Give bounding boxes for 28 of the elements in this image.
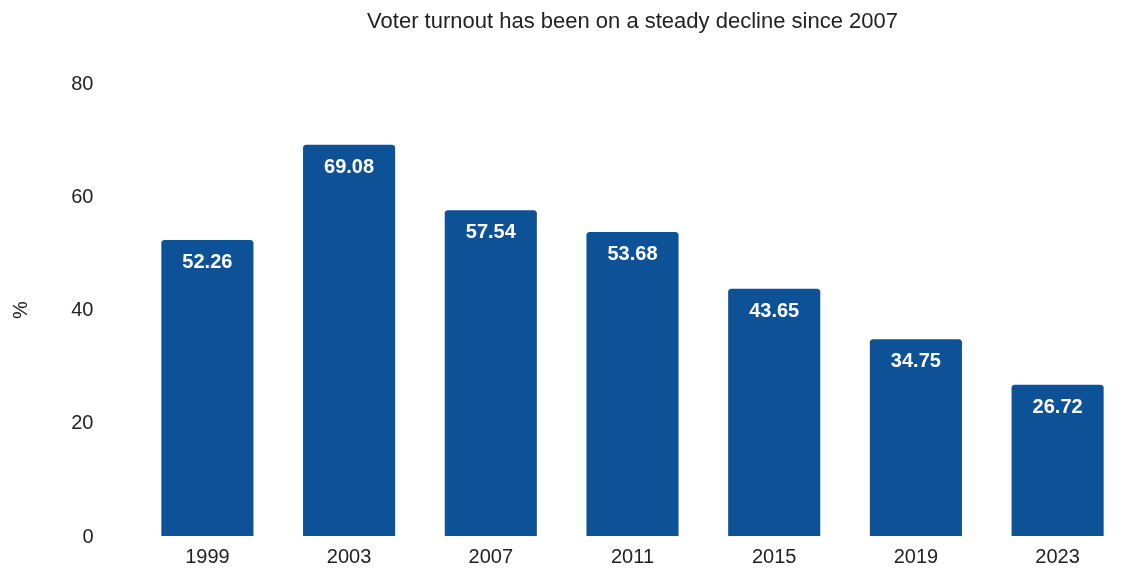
y-tick-label: 80 [71, 71, 94, 94]
bar [728, 288, 821, 536]
data-label: 34.75 [890, 349, 941, 372]
y-tick-label: 40 [71, 298, 94, 320]
x-tick-label: 2019 [893, 544, 939, 567]
x-tick-label: 2015 [751, 544, 797, 567]
bar [869, 339, 962, 536]
y-tick-label: 60 [71, 184, 94, 207]
x-tick-label: 1999 [185, 544, 230, 567]
data-label: 53.68 [607, 242, 658, 265]
y-axis-title: % [9, 300, 32, 319]
y-tick-label: 0 [82, 524, 94, 547]
x-tick-label: 2011 [610, 544, 655, 567]
chart-title: Voter turnout has been on a steady decline since 2007 [367, 8, 898, 33]
data-label: 57.54 [465, 220, 517, 243]
y-tick-label: 20 [71, 411, 94, 434]
bar [586, 232, 679, 536]
x-tick-label: 2003 [326, 544, 372, 567]
data-label: 52.26 [182, 250, 233, 273]
bar [1011, 384, 1104, 536]
bar [444, 210, 537, 536]
x-tick-label: 2007 [468, 544, 514, 567]
data-label: 69.08 [324, 154, 375, 177]
data-label: 43.65 [749, 298, 800, 321]
x-tick-label: 2023 [1035, 544, 1080, 567]
bar [303, 144, 396, 536]
bar [161, 240, 254, 536]
data-label: 26.72 [1032, 394, 1083, 417]
